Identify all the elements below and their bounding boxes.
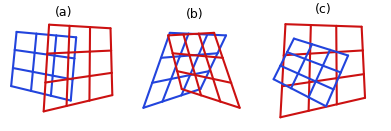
Text: (a): (a) xyxy=(55,6,72,19)
Text: (c): (c) xyxy=(315,3,332,16)
Text: (b): (b) xyxy=(186,8,203,21)
